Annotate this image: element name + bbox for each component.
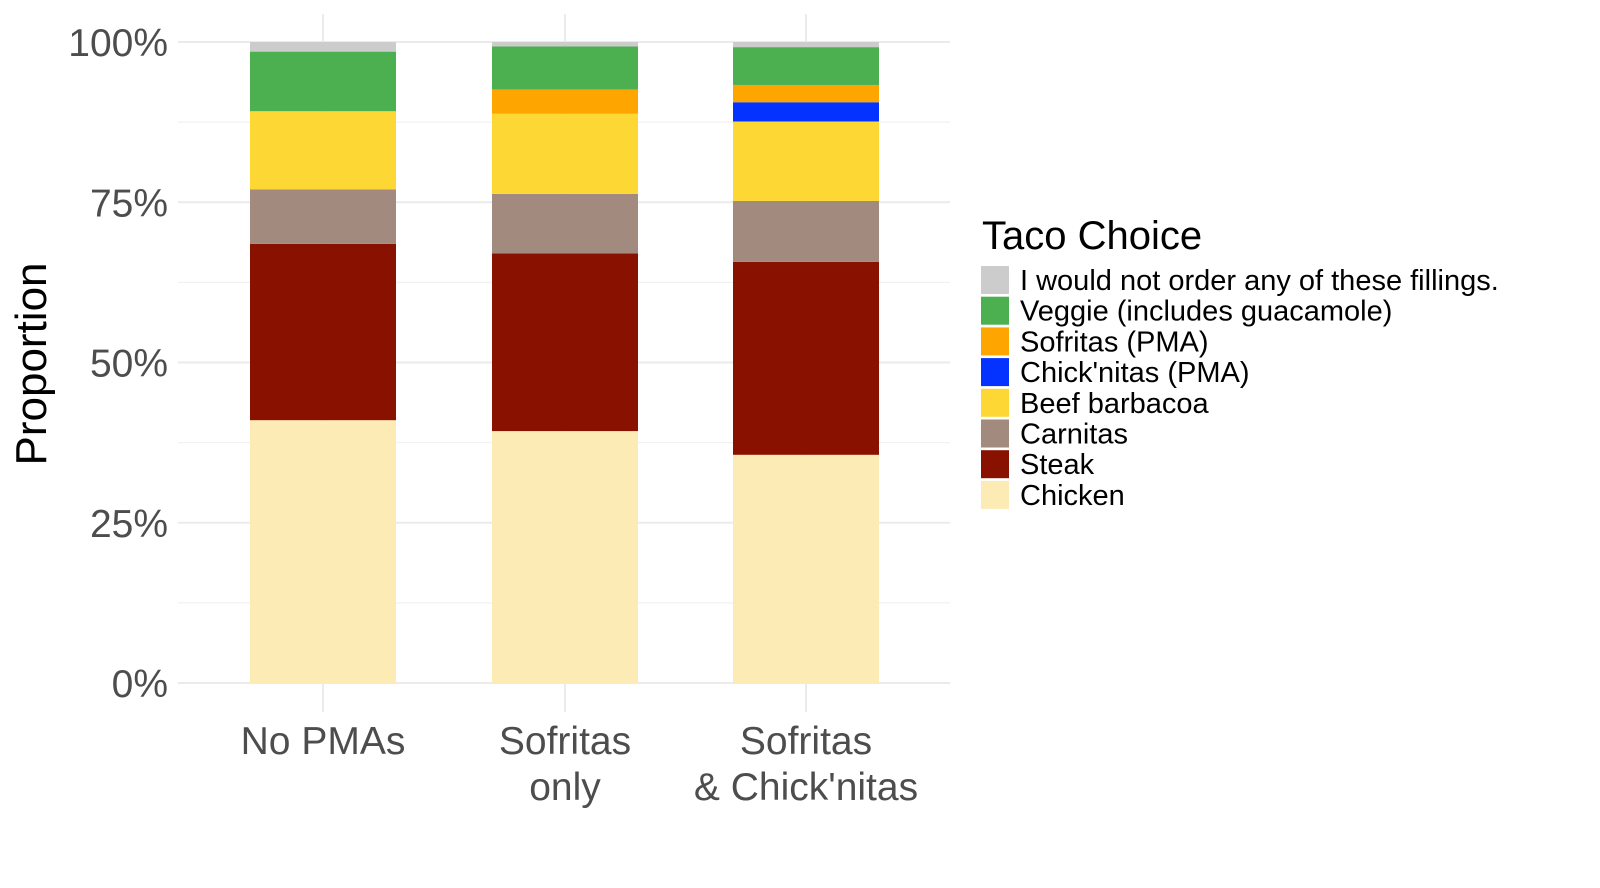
- x-axis: No PMAs Sofritas only Sofritas & Chick'nitas: [241, 720, 918, 809]
- y-tick-label: 75%: [90, 182, 168, 225]
- legend-label: Chick'nitas (PMA): [1020, 357, 1250, 389]
- legend-swatch: [981, 266, 1009, 294]
- x-tick-label: Sofritas only: [499, 720, 631, 809]
- bar-segment: [492, 193, 638, 254]
- legend-swatch: [981, 296, 1009, 325]
- bar-segment: [733, 454, 879, 683]
- bar-segment: [250, 51, 396, 112]
- y-tick-label: 0%: [112, 663, 168, 706]
- bar-segment: [250, 189, 396, 244]
- legend-swatch: [981, 327, 1009, 356]
- bar-segment: [250, 243, 396, 421]
- y-tick-label: 25%: [90, 503, 168, 546]
- bar-segment: [492, 431, 638, 683]
- legend-label: Steak: [1020, 449, 1095, 481]
- bar-segment: [492, 89, 638, 114]
- legend-label: Chicken: [1020, 480, 1125, 512]
- legend-swatch: [981, 450, 1009, 479]
- y-tick-label: 100%: [68, 22, 168, 65]
- x-tick-label: Sofritas & Chick'nitas: [694, 720, 918, 809]
- y-axis-title: Proportion: [7, 262, 56, 465]
- bar-segment: [733, 42, 879, 48]
- bar-segment: [733, 200, 879, 262]
- bar-segment: [733, 102, 879, 122]
- bar-segment: [250, 420, 396, 683]
- y-axis: 0% 25% 50% 75% 100%: [68, 22, 168, 706]
- legend-label: Veggie (includes guacamole): [1020, 296, 1392, 328]
- bar-segment: [492, 253, 638, 432]
- legend-label: Sofritas (PMA): [1020, 326, 1209, 358]
- legend-swatch: [981, 480, 1009, 509]
- legend-label: Carnitas: [1020, 419, 1128, 451]
- bar-segment: [250, 42, 396, 52]
- x-tick-label: No PMAs: [241, 720, 406, 763]
- legend: Taco Choice I would not order any of the…: [981, 214, 1499, 512]
- bar-segment: [733, 121, 879, 201]
- bars: [250, 42, 879, 683]
- legend-swatch: [981, 388, 1009, 417]
- bar-segment: [733, 47, 879, 85]
- bar-segment: [492, 46, 638, 90]
- bar-segment: [733, 261, 879, 455]
- bar-segment: [250, 111, 396, 190]
- bar-segment: [492, 113, 638, 194]
- legend-label: Beef barbacoa: [1020, 388, 1210, 420]
- legend-swatch: [981, 419, 1009, 448]
- bar-segment: [733, 84, 879, 103]
- y-tick-label: 50%: [90, 343, 168, 386]
- legend-label: I would not order any of these fillings.: [1020, 265, 1499, 297]
- legend-swatch: [981, 358, 1009, 387]
- legend-title: Taco Choice: [982, 214, 1202, 258]
- bar-segment: [492, 42, 638, 47]
